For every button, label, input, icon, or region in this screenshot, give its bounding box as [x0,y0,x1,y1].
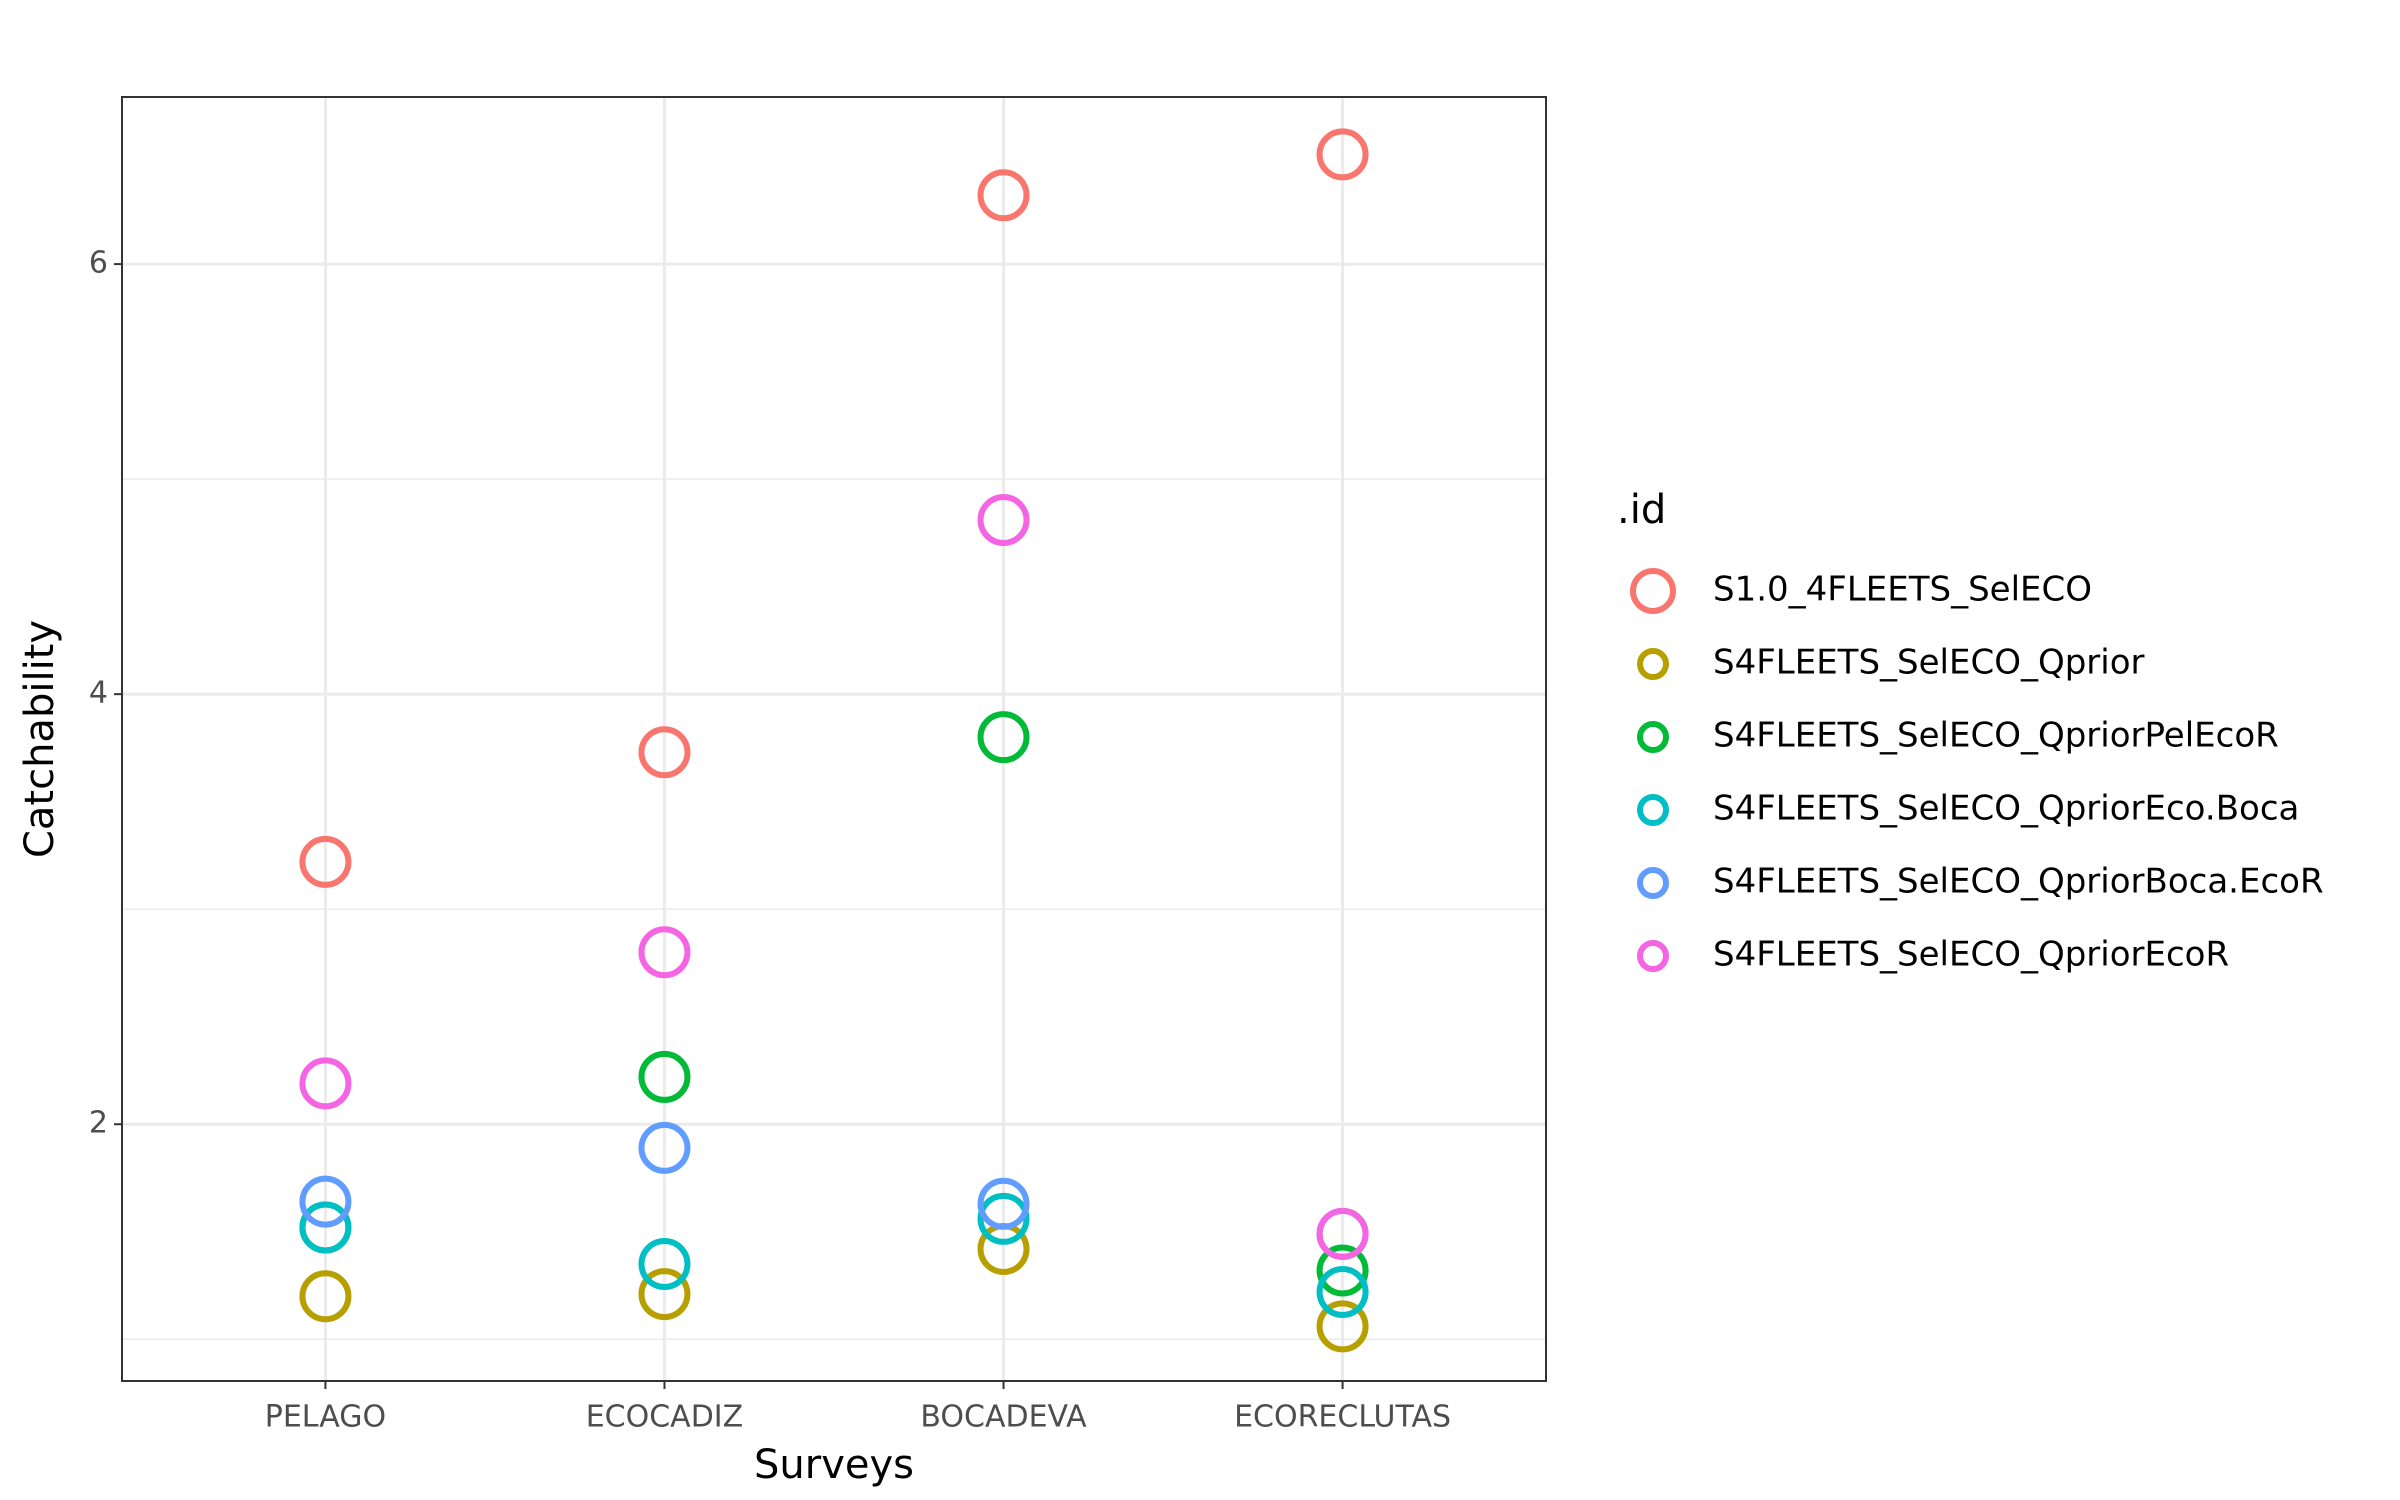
legend-title: .id [1617,487,1666,533]
y-tick-label: 6 [89,246,108,281]
x-tick-label: PELAGO [265,1400,386,1435]
legend-marker [1637,794,1669,826]
point [977,169,1030,222]
point [299,1175,352,1228]
legend-label: S1.0_4FLEETS_SelECO [1713,570,2092,610]
legend-marker [1637,867,1669,899]
x-tick-label: ECOCADIZ [586,1400,744,1435]
point [638,726,691,779]
point [638,1268,691,1321]
point [1316,1207,1369,1260]
legend-marker [1637,721,1669,753]
point [1316,128,1369,181]
point [299,1201,352,1254]
legend-marker [1637,648,1669,680]
point [1316,1265,1369,1318]
y-axis-title: Catchability [17,620,63,858]
x-axis-title: Surveys [754,1442,914,1488]
x-tick-label: ECORECLUTAS [1234,1400,1451,1435]
x-tick-label: BOCADEVA [920,1400,1087,1435]
legend-label: S4FLEETS_SelECO_QpriorBoca.EcoR [1713,862,2324,902]
point [638,1121,691,1174]
point [299,1270,352,1323]
legend-label: S4FLEETS_SelECO_QpriorEco.Boca [1713,789,2299,829]
legend-label: S4FLEETS_SelECO_QpriorEcoR [1713,935,2229,975]
point [299,1057,352,1110]
legend-label: S4FLEETS_SelECO_QpriorPelEcoR [1713,716,2279,756]
point [977,1177,1030,1230]
legend-marker [1637,940,1669,972]
point [977,711,1030,764]
point [1316,1244,1369,1297]
y-tick-label: 4 [89,676,108,711]
plot-border [121,96,1547,1382]
y-tick-label: 2 [89,1106,108,1141]
point [977,1192,1030,1245]
point [1316,1300,1369,1353]
point [638,1050,691,1103]
legend-marker [1630,568,1676,614]
point [299,835,352,888]
legend-label: S4FLEETS_SelECO_Qprior [1713,643,2145,683]
point [638,926,691,979]
point [638,1238,691,1291]
point [977,493,1030,546]
